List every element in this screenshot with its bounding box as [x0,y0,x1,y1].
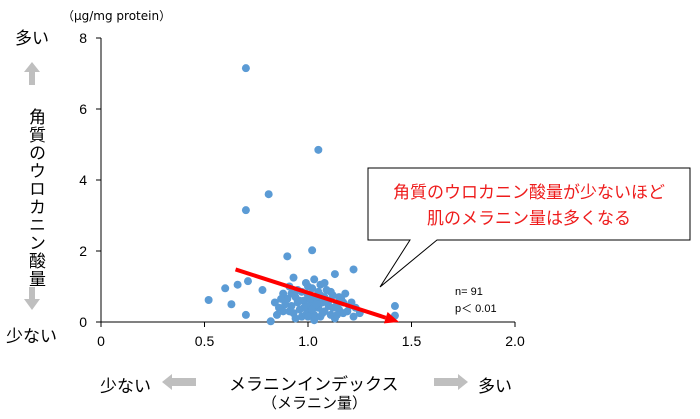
data-point [310,316,319,325]
y-tick-label: 4 [79,172,87,188]
y-bottom-label: 少ない [6,327,57,347]
x-tick-label: 1.5 [402,333,422,349]
data-point [310,275,319,284]
data-point [289,273,298,282]
data-point [343,307,352,316]
data-point [233,280,242,289]
data-point [326,287,335,296]
callout-bubble [367,167,691,288]
x-tick-label: 1.0 [298,333,318,349]
data-point [241,206,250,215]
data-point [243,277,252,286]
y-tick-label: 2 [79,243,87,259]
data-point [291,314,300,323]
data-point [241,64,250,73]
x-tick-label: 0.5 [195,333,215,349]
data-point [221,284,230,293]
data-point [314,145,323,154]
data-point [308,246,317,255]
sample-size: n= 91 [455,286,483,298]
x-right-arrow-icon [434,374,468,390]
data-point [227,300,236,309]
data-point [264,190,273,199]
data-point [330,270,339,279]
trend-arrow [234,267,400,324]
y-top-label: 多い [15,29,49,49]
data-point [349,265,358,274]
data-point [266,317,275,326]
callout-line-2: 肌のメラニン量は多くなる [427,209,631,229]
data-point [341,289,350,298]
data-point [295,296,304,305]
data-point [299,303,308,312]
y-tick-label: 6 [79,101,87,117]
data-point [320,278,329,287]
y-up-arrow-icon [24,62,40,85]
y-down-arrow-icon [24,287,40,310]
stats-box: n= 91 p＜ 0.01 [455,284,497,318]
data-point [258,286,267,295]
data-point [349,312,358,321]
y-axis-unit: （μg/mg protein） [62,9,172,23]
callout-text: 角質のウロカニン酸量が少ないほど 肌のメラニン量は多くなる [368,180,690,232]
x-tick-label: 0 [97,333,105,349]
y-tick-label: 0 [79,314,87,330]
data-point [304,282,312,291]
data-point [312,300,321,309]
x-tick-label: 2.0 [505,333,525,349]
p-value: p＜ 0.01 [455,303,497,315]
data-point [283,252,292,261]
data-point [328,303,337,312]
data-point [306,294,315,303]
data-point [285,307,294,316]
x-axis-title: メラニンインデックス [229,375,399,395]
data-point [304,312,312,321]
y-tick-label: 8 [79,30,87,46]
data-point [279,307,288,316]
x-left-arrow-icon [162,374,196,390]
x-right-label: 多い [478,377,512,397]
chart-axes: 0 2 4 6 8 0 0.5 1.0 1.5 2.0 [79,30,525,349]
data-point [390,302,399,311]
data-point [277,294,286,303]
x-left-label: 少ない [100,377,151,397]
data-point [241,310,250,319]
x-axis-subtitle: （メラニン量） [262,394,368,412]
callout-line-1: 角質のウロカニン酸量が少ないほど [393,183,665,203]
data-point [287,289,296,298]
y-axis-title: 角質のウロカニン酸量 [25,108,45,288]
data-point [318,309,327,318]
data-point [332,310,341,319]
data-point [204,295,213,304]
data-point [272,310,281,319]
